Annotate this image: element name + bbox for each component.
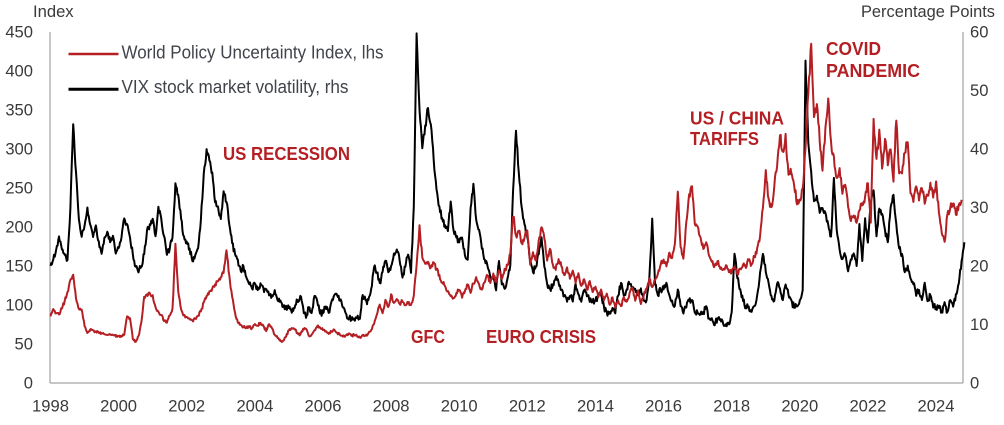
svg-text:PANDEMIC: PANDEMIC	[826, 61, 920, 81]
svg-text:250: 250	[5, 179, 33, 198]
svg-text:2022: 2022	[849, 397, 886, 416]
svg-text:2024: 2024	[918, 397, 955, 416]
svg-text:VIX stock market volatility, r: VIX stock market volatility, rhs	[122, 76, 349, 97]
svg-text:World Policy Uncertainty Index: World Policy Uncertainty Index, lhs	[122, 41, 384, 62]
svg-text:350: 350	[5, 101, 33, 120]
svg-text:US / CHINA: US / CHINA	[690, 108, 784, 128]
svg-text:2000: 2000	[100, 397, 137, 416]
svg-text:2010: 2010	[441, 397, 478, 416]
svg-text:GFC: GFC	[411, 327, 445, 347]
svg-text:Percentage Points: Percentage Points	[861, 2, 995, 21]
svg-text:100: 100	[5, 296, 33, 315]
svg-text:150: 150	[5, 257, 33, 276]
svg-text:0: 0	[24, 374, 33, 393]
svg-text:200: 200	[5, 218, 33, 237]
svg-text:40: 40	[970, 140, 988, 159]
svg-text:50: 50	[15, 335, 33, 354]
svg-text:2006: 2006	[305, 397, 342, 416]
svg-text:1998: 1998	[32, 397, 69, 416]
svg-text:2008: 2008	[373, 397, 410, 416]
svg-text:EURO CRISIS: EURO CRISIS	[486, 327, 596, 347]
svg-text:10: 10	[970, 315, 988, 334]
svg-text:Index: Index	[33, 2, 74, 21]
svg-text:2004: 2004	[236, 397, 273, 416]
svg-text:2020: 2020	[781, 397, 818, 416]
svg-text:300: 300	[5, 140, 33, 159]
svg-text:60: 60	[970, 23, 988, 42]
svg-text:30: 30	[970, 198, 988, 217]
svg-text:400: 400	[5, 62, 33, 81]
svg-text:0: 0	[970, 374, 979, 393]
svg-text:COVID: COVID	[826, 39, 881, 59]
svg-text:20: 20	[970, 257, 988, 276]
svg-text:2012: 2012	[509, 397, 546, 416]
svg-text:50: 50	[970, 81, 988, 100]
svg-text:2014: 2014	[577, 397, 614, 416]
svg-text:2002: 2002	[168, 397, 205, 416]
svg-text:2016: 2016	[645, 397, 682, 416]
svg-text:450: 450	[5, 23, 33, 42]
svg-text:US RECESSION: US RECESSION	[223, 144, 350, 164]
svg-text:TARIFFS: TARIFFS	[690, 129, 759, 149]
svg-text:2018: 2018	[713, 397, 750, 416]
